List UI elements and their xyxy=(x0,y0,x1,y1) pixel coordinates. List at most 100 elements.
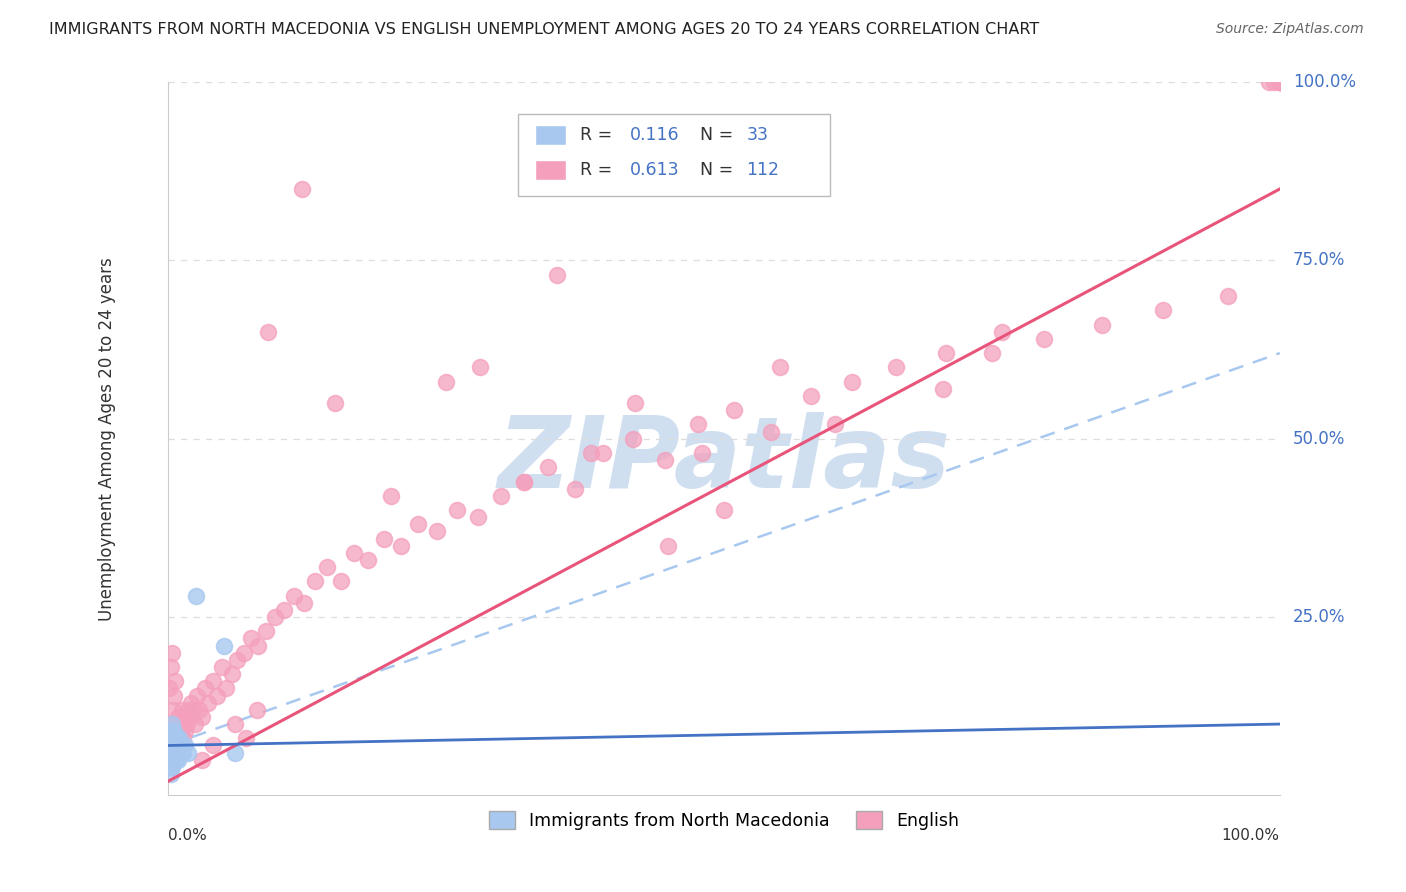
Point xyxy=(184,589,207,603)
Point xyxy=(224,746,246,760)
Point xyxy=(170,739,193,753)
Point xyxy=(824,417,846,432)
Point xyxy=(159,746,181,760)
Text: 100.0%: 100.0% xyxy=(1222,828,1279,843)
Point xyxy=(160,760,183,774)
Point xyxy=(159,724,181,739)
Point xyxy=(1268,75,1291,89)
Point xyxy=(174,724,197,739)
Legend: Immigrants from North Macedonia, English: Immigrants from North Macedonia, English xyxy=(482,804,966,837)
Point xyxy=(169,746,191,760)
Point xyxy=(408,517,430,532)
Point xyxy=(197,696,219,710)
Point xyxy=(205,689,228,703)
Point xyxy=(690,446,713,460)
Point xyxy=(212,639,235,653)
Point xyxy=(759,425,782,439)
Point xyxy=(1033,332,1056,346)
Text: N =: N = xyxy=(700,161,738,178)
Point xyxy=(159,760,181,774)
Point xyxy=(190,710,212,724)
Point xyxy=(165,746,187,760)
Point xyxy=(291,182,314,196)
Point xyxy=(211,660,233,674)
Point xyxy=(167,739,190,753)
Text: 100.0%: 100.0% xyxy=(1294,73,1357,91)
Point xyxy=(257,325,280,339)
Point xyxy=(688,417,710,432)
Point xyxy=(167,753,190,767)
Point xyxy=(163,753,186,767)
Point xyxy=(174,710,197,724)
Point xyxy=(162,731,184,746)
Point xyxy=(537,460,560,475)
Point xyxy=(841,375,863,389)
Point xyxy=(489,489,512,503)
Point xyxy=(343,546,366,560)
Point xyxy=(167,710,190,724)
Point xyxy=(163,739,186,753)
Point xyxy=(169,731,191,746)
Point xyxy=(159,767,181,781)
Point xyxy=(768,360,790,375)
Point xyxy=(163,731,186,746)
Point xyxy=(1268,75,1291,89)
Point xyxy=(157,739,180,753)
Point xyxy=(177,703,200,717)
Point xyxy=(264,610,287,624)
Point xyxy=(166,739,188,753)
Point xyxy=(579,446,602,460)
Point xyxy=(172,746,194,760)
Point xyxy=(991,325,1014,339)
Text: Source: ZipAtlas.com: Source: ZipAtlas.com xyxy=(1216,22,1364,37)
Point xyxy=(239,632,262,646)
Point xyxy=(446,503,468,517)
Point xyxy=(232,646,254,660)
Text: R =: R = xyxy=(579,161,617,178)
Point xyxy=(157,753,180,767)
Point xyxy=(157,760,180,774)
Point xyxy=(162,753,184,767)
Point xyxy=(174,739,197,753)
Point xyxy=(162,746,184,760)
Point xyxy=(162,703,184,717)
Text: 0.613: 0.613 xyxy=(630,161,679,178)
Point xyxy=(884,360,907,375)
Point xyxy=(247,639,270,653)
Point xyxy=(163,731,186,746)
Point xyxy=(215,681,238,696)
Point xyxy=(1152,303,1174,318)
Point xyxy=(166,717,188,731)
Point xyxy=(224,717,246,731)
Point xyxy=(304,574,326,589)
Point xyxy=(389,539,412,553)
Point xyxy=(1257,75,1279,89)
Point xyxy=(157,681,180,696)
Point xyxy=(1091,318,1114,332)
Point xyxy=(176,717,198,731)
Point xyxy=(165,724,187,739)
Point xyxy=(357,553,380,567)
Point xyxy=(980,346,1002,360)
Point xyxy=(163,746,186,760)
Point xyxy=(723,403,745,417)
Point xyxy=(654,453,676,467)
Text: IMMIGRANTS FROM NORTH MACEDONIA VS ENGLISH UNEMPLOYMENT AMONG AGES 20 TO 24 YEAR: IMMIGRANTS FROM NORTH MACEDONIA VS ENGLI… xyxy=(49,22,1039,37)
Point xyxy=(160,753,183,767)
Point xyxy=(316,560,339,574)
Point xyxy=(159,731,181,746)
Point xyxy=(186,689,208,703)
Point xyxy=(1268,75,1291,89)
Point xyxy=(564,482,586,496)
Point xyxy=(160,717,183,731)
Point xyxy=(932,382,955,396)
Point xyxy=(163,739,186,753)
Text: Unemployment Among Ages 20 to 24 years: Unemployment Among Ages 20 to 24 years xyxy=(98,257,117,621)
Point xyxy=(177,746,200,760)
Point xyxy=(160,739,183,753)
Point xyxy=(169,731,191,746)
Point xyxy=(624,396,647,410)
Point xyxy=(201,674,224,689)
Point xyxy=(170,703,193,717)
Point xyxy=(434,375,457,389)
